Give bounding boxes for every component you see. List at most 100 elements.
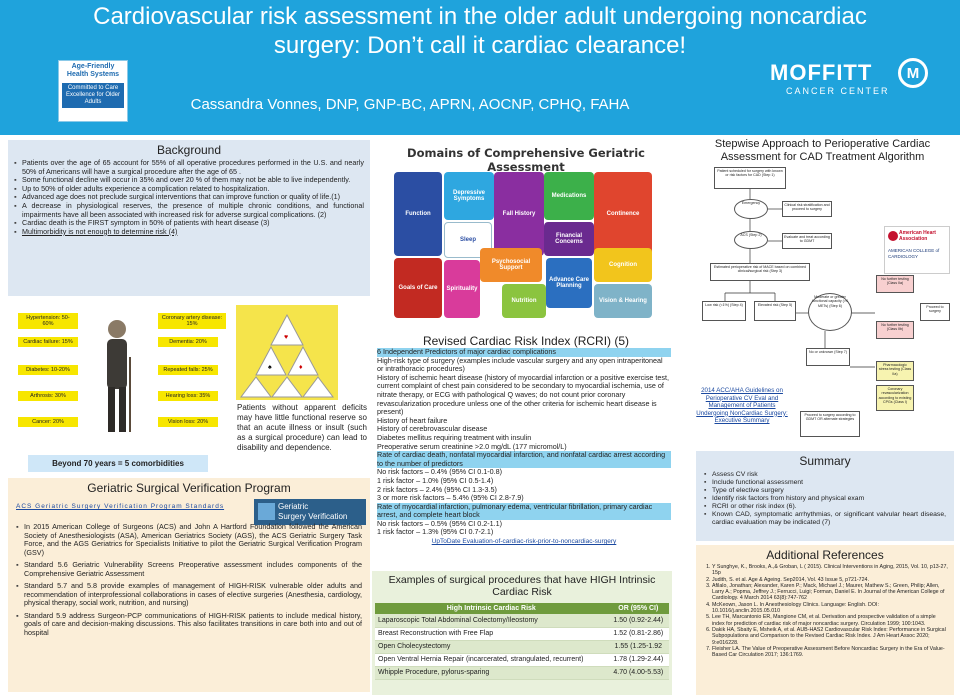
domains-puzzle: Function Depressive Symptoms Fall Histor… — [394, 172, 656, 320]
comorbidity-label: Diabetes: 10-20% — [18, 365, 78, 375]
rcri-subheading: 6 Independent Predictors of major cardia… — [377, 347, 671, 357]
table-row: Whipple Procedure, pylorus-sparing 4.70 … — [375, 666, 669, 680]
procedure-cell: Open Ventral Hernia Repair (incarcerated… — [375, 653, 608, 667]
puzzle-piece: Spirituality — [444, 260, 480, 318]
comorbidity-label: Repeated falls: 25% — [158, 365, 218, 375]
moffitt-m-icon: M — [898, 58, 928, 88]
rcri-line: History of cerebrovascular disease — [377, 424, 488, 434]
aha-guidelines-link[interactable]: 2014 ACC/AHA Guidelines on Perioperative… — [696, 387, 788, 424]
domains-heading: Domains of Comprehensive Geriatric Asses… — [407, 146, 645, 174]
comorbidity-footer: Beyond 70 years = 5 comorbidities — [28, 455, 208, 472]
puzzle-piece: Advance Care Planning — [546, 258, 592, 308]
flow-decision: Emergency — [734, 199, 768, 219]
cad-algorithm-flowchart: Patient scheduled for surgery with known… — [700, 163, 955, 440]
rcri-heading: Revised Cardiac Risk Index (RCRI) (5) — [422, 334, 630, 348]
moffitt-logo: MOFFITT CANCER CENTER M — [770, 58, 930, 100]
gsv-item: Standard 5.9 address Surgeon-PCP communi… — [16, 611, 362, 638]
flow-box: No or unknown (Step 7) — [806, 348, 850, 366]
procedure-cell: Breast Reconstruction with Free Flap — [375, 627, 608, 641]
rcri-rate: No risk factors – 0.4% (95% CI 0.1-0.8) — [377, 467, 503, 477]
gsv-badge-icon — [258, 503, 275, 520]
comorbidity-label: Coronary artery disease: 15% — [158, 313, 226, 329]
afhs-logo-text: Age-Friendly Health Systems — [66, 63, 120, 78]
puzzle-piece: Psychosocial Support — [480, 248, 542, 282]
reference-item: Dakik HA, Sbaity E, Msheik A, et al. AUB… — [712, 627, 948, 646]
gsv-badge: Geriatric Surgery Verification — [254, 499, 366, 525]
procedure-cell: Laparoscopic Total Abdominal Colectomy/I… — [375, 614, 608, 628]
background-heading: Background — [156, 143, 222, 157]
table-header: OR (95% CI) — [607, 603, 669, 614]
reference-item: Lee TH, Marcantonio ER, Mangione CM, et … — [712, 614, 948, 627]
procedure-cell: Whipple Procedure, pylorus-sparing — [375, 666, 608, 680]
rcri-line: High-risk type of surgery (examples incl… — [377, 355, 663, 374]
table-row: Open Cholecystectomy 1.55 (1.25-1.92 — [375, 640, 669, 654]
acc-logo-text: AMERICAN COLLEGE of CARDIOLOGY — [888, 248, 940, 259]
summary-item: Identify risk factors from history and p… — [704, 495, 946, 503]
flow-box: Estimated perioperative risk of MACE bas… — [710, 263, 810, 281]
gsv-item: In 2015 American College of Surgeons (AC… — [16, 522, 362, 557]
summary-item: Include functional assessment — [704, 479, 946, 487]
aha-logo-text: American Heart Association — [899, 230, 936, 242]
comorbidity-label: Dementia: 20% — [158, 337, 218, 347]
gsv-section: Geriatric Surgical Verification Program … — [8, 478, 370, 692]
rcri-rate: 2 risk factors – 2.4% (95% CI 1.3-3.5) — [377, 484, 497, 494]
uptodate-link[interactable]: UpToDate Evaluation-of-cardiac-risk-prio… — [431, 538, 617, 546]
puzzle-piece: Fall History — [494, 172, 544, 256]
flow-box: Pharmacologic stress testing (Class IIa) — [876, 361, 914, 381]
reference-item: Y Sunghye, K., Brooks, A.,& Groban, L ( … — [712, 564, 948, 577]
summary-item: Assess CV risk — [704, 471, 946, 479]
comorbidity-label: Hypertension: 50-60% — [18, 313, 78, 329]
comorbidity-label: Hearing loss: 35% — [158, 391, 218, 401]
puzzle-piece: Nutrition — [502, 284, 546, 318]
flow-box: Proceed to surgery according to GDMT OR … — [800, 411, 860, 437]
flow-decision: Moderate or greater functional capacity … — [808, 293, 852, 331]
moffitt-subtitle: CANCER CENTER — [786, 86, 890, 96]
rcri-line: Preoperative serum creatinine >2.0 mg/dL… — [377, 441, 567, 451]
flow-box: Coronary revascularization according to … — [876, 385, 914, 411]
background-item: Multimorbidity is not enough to determin… — [14, 227, 364, 237]
age-friendly-logo: Age-Friendly Health Systems Committed to… — [58, 60, 128, 122]
rcri-section: 6 Independent Predictors of major cardia… — [377, 347, 671, 547]
afhs-logo-subtext: Committed to Care Excellence for Older A… — [62, 83, 124, 108]
gsv-heading: Geriatric Surgical Verification Program — [87, 481, 291, 495]
summary-heading: Summary — [799, 454, 851, 468]
puzzle-piece: Depressive Symptoms — [444, 172, 494, 220]
odds-ratio-cell: 1.50 (0.92-2.44) — [607, 614, 669, 628]
references-heading: Additional References — [766, 548, 884, 562]
house-of-cards-icon: ♥ ♠ ♦ — [240, 313, 334, 398]
background-item: Cardiac death is the FIRST symptom in 50… — [14, 219, 364, 228]
rcri-line: History of ischemic heart disease (histo… — [377, 372, 670, 417]
flow-box: No further testing (Class IIb) — [876, 321, 914, 339]
elderly-person-icon — [107, 320, 131, 432]
rcri-rate-heading: Rate of cardiac death, nonfatal myocardi… — [377, 450, 671, 469]
background-item: Patients over the age of 65 account for … — [14, 158, 364, 176]
flow-box: Low risk (<1%) (Step 4) — [702, 301, 746, 321]
rcri-rate: No risk factors – 0.5% (95% CI 0.2-1.1) — [377, 518, 503, 528]
svg-text:♥: ♥ — [284, 334, 288, 341]
flow-box: Proceed to surgery — [920, 303, 950, 321]
comorbidity-figure: Hypertension: 50-60% Coronary artery dis… — [8, 303, 228, 472]
flow-box: No further testing (Class IIa) — [876, 275, 914, 293]
puzzle-piece: Vision & Hearing — [594, 284, 652, 318]
background-item: Up to 50% of older adults experience a c… — [14, 184, 364, 194]
high-risk-section: Examples of surgical procedures that hav… — [372, 571, 672, 695]
rcri-line: Diabetes mellitus requiring treatment wi… — [377, 432, 532, 442]
puzzle-piece: Goals of Care — [394, 258, 442, 318]
background-item: A decrease in physiological reserves, th… — [14, 201, 364, 219]
gsv-standards-link[interactable]: ACS Geriatric Surgery Verification Progr… — [16, 503, 225, 510]
table-row: Laparoscopic Total Abdominal Colectomy/I… — [375, 614, 669, 628]
flow-box: Elevated risk (Step 5) — [754, 301, 796, 321]
reference-item: Afilalo, Jonathan; Alexander, Karen P.; … — [712, 583, 948, 602]
summary-item: Known CAD, symptomatic arrhythmias, or s… — [704, 511, 946, 527]
house-of-cards-image: ♥ ♠ ♦ — [236, 305, 338, 400]
rcri-line: History of heart failure — [377, 415, 448, 425]
reference-item: McKeown, Jason L. In Anesthesiology Clin… — [712, 602, 948, 615]
moffitt-name: MOFFITT — [770, 60, 873, 85]
odds-ratio-cell: 1.52 (0.81-2.86) — [607, 627, 669, 641]
poster-title: Cardiovascular risk assessment in the ol… — [93, 3, 867, 59]
comorbidity-label: Arthrosis: 30% — [18, 391, 78, 401]
odds-ratio-cell: 1.78 (1.29-2.44) — [607, 653, 669, 667]
procedure-cell: Open Cholecystectomy — [375, 640, 608, 654]
table-header: High Intrinsic Cardiac Risk — [375, 603, 608, 614]
aha-acc-logo: American Heart Association AMERICAN COLL… — [884, 226, 950, 274]
